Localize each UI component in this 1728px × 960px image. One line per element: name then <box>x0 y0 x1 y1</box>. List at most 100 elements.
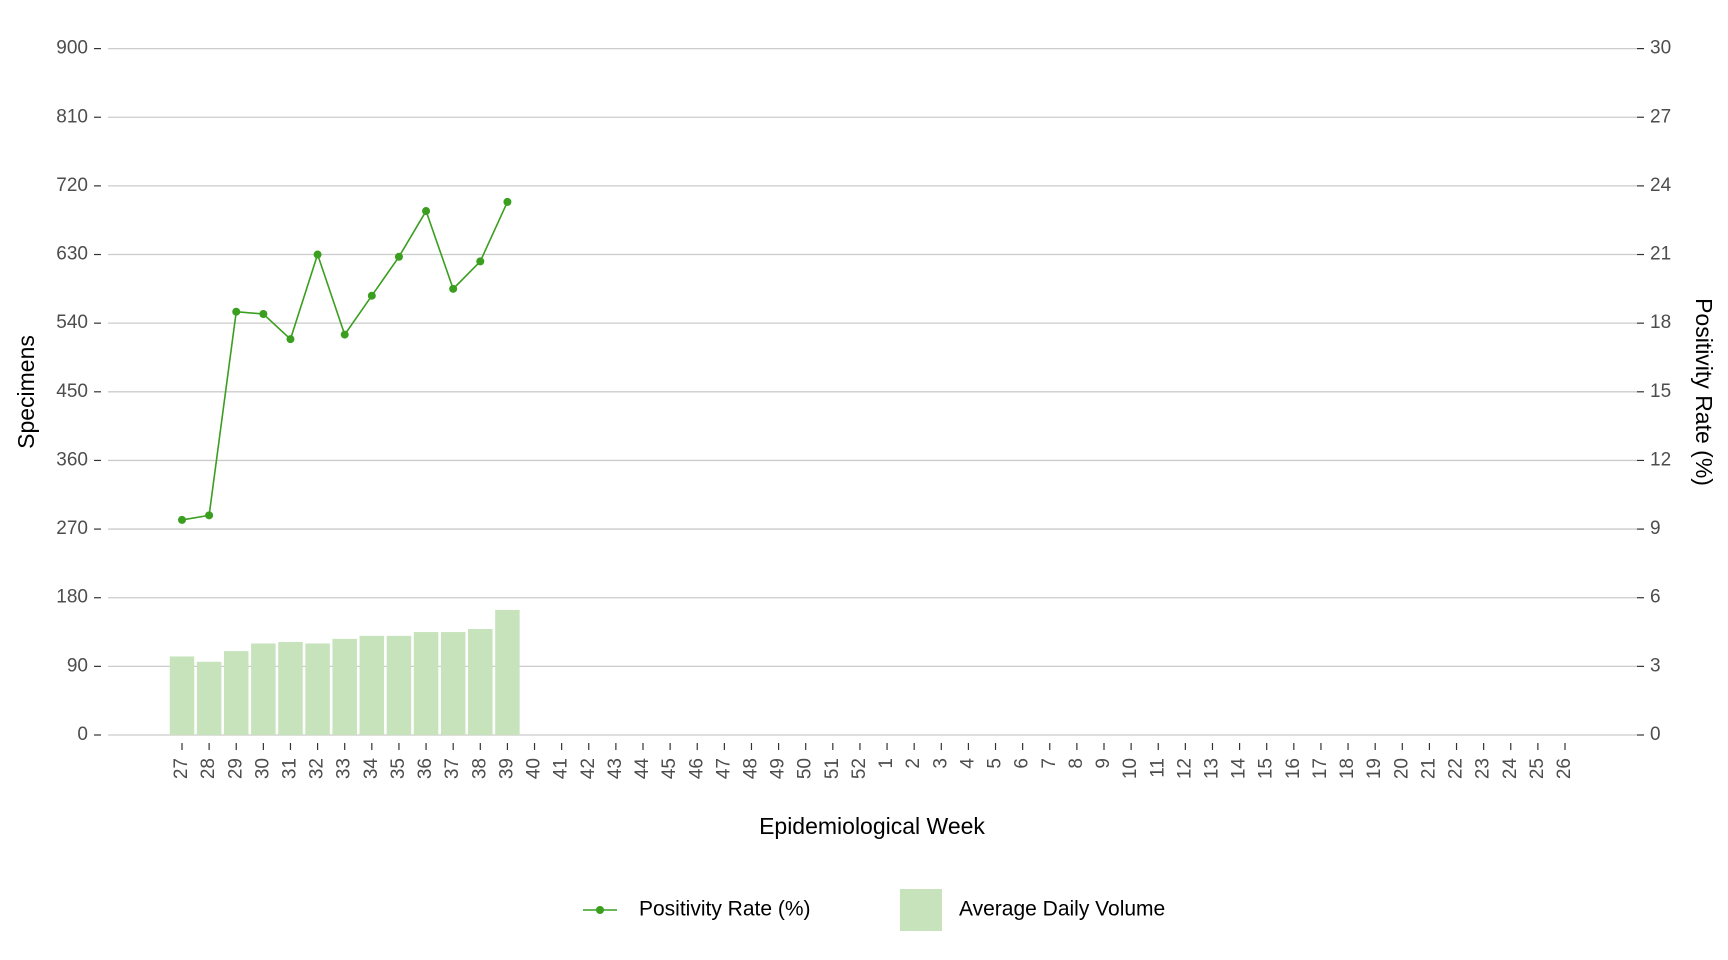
x-tick-label: 23 <box>1473 758 1494 779</box>
y-tick-label: 900 <box>56 38 88 59</box>
point <box>367 291 376 300</box>
point <box>178 515 186 524</box>
x-tick-label: 47 <box>713 758 734 779</box>
legend-label: Positivity Rate (%) <box>639 898 811 921</box>
x-tick-label: 14 <box>1229 758 1250 780</box>
x-tick-label: 15 <box>1256 758 1277 779</box>
y-tick-label: 630 <box>56 244 88 265</box>
y2-tick-label: 12 <box>1650 449 1671 470</box>
x-tick-label: 37 <box>442 758 463 779</box>
bar <box>169 656 195 735</box>
x-tick-label: 2 <box>903 758 924 769</box>
x-tick-label: 6 <box>1012 758 1033 769</box>
x-tick-label: 18 <box>1337 758 1358 779</box>
bar <box>468 628 493 735</box>
x-axis-title: Epidemiological Week <box>759 813 985 839</box>
bar <box>332 638 357 735</box>
y2-tick-label: 6 <box>1650 587 1661 608</box>
y-tick-label: 540 <box>56 312 88 333</box>
x-tick-label: 38 <box>469 758 490 779</box>
x-tick-label: 27 <box>171 758 192 779</box>
x-tick-label: 17 <box>1310 758 1331 779</box>
x-tick-label: 11 <box>1147 758 1168 778</box>
x-tick-label: 41 <box>551 758 572 779</box>
y-tick-label: 90 <box>67 655 88 676</box>
x-tick-label: 45 <box>659 758 680 779</box>
bar <box>305 643 330 735</box>
x-tick-label: 52 <box>849 758 870 779</box>
bar <box>278 641 303 735</box>
x-tick-label: 33 <box>334 758 355 779</box>
y2-tick-label: 15 <box>1650 381 1671 402</box>
y-tick-label: 270 <box>56 518 88 539</box>
x-tick-label: 50 <box>795 758 816 779</box>
x-tick-label: 36 <box>415 758 436 779</box>
x-tick-label: 49 <box>768 758 789 779</box>
x-tick-label: 39 <box>496 758 517 779</box>
point <box>259 310 268 319</box>
x-tick-label: 12 <box>1174 758 1195 779</box>
x-tick-label: 21 <box>1418 758 1439 779</box>
y2-tick-label: 21 <box>1650 244 1671 265</box>
x-tick-label: 3 <box>930 758 951 769</box>
x-tick-label: 31 <box>279 758 300 779</box>
x-tick-label: 30 <box>252 758 273 779</box>
bar <box>495 609 520 735</box>
x-tick-label: 1 <box>876 758 897 769</box>
x-tick-label: 43 <box>605 758 626 779</box>
y2-tick-label: 30 <box>1650 38 1671 59</box>
y2-tick-label: 3 <box>1650 655 1661 676</box>
legend-point <box>596 906 604 914</box>
y2-tick-label: 0 <box>1650 724 1661 745</box>
y2-tick-label: 24 <box>1650 175 1672 196</box>
x-tick-label: 42 <box>578 758 599 779</box>
y2-axis-title: Positivity Rate (%) <box>1691 298 1717 486</box>
legend-swatch <box>900 889 942 931</box>
x-tick-label: 35 <box>388 758 409 779</box>
x-tick-label: 28 <box>198 758 219 779</box>
point <box>422 207 431 216</box>
x-tick-label: 13 <box>1201 758 1222 779</box>
x-tick-label: 51 <box>822 758 843 779</box>
x-tick-label: 25 <box>1527 758 1548 779</box>
x-tick-label: 7 <box>1039 758 1060 769</box>
y-axis-title: Specimens <box>13 335 39 449</box>
x-tick-label: 34 <box>361 758 382 780</box>
x-tick-label: 22 <box>1446 758 1467 779</box>
x-tick-label: 4 <box>957 758 978 769</box>
y-tick-label: 810 <box>56 106 88 127</box>
point <box>340 330 349 339</box>
y-tick-label: 450 <box>56 381 88 402</box>
y2-tick-label: 18 <box>1650 312 1671 333</box>
y2-tick-label: 9 <box>1650 518 1661 539</box>
y2-tick-label: 27 <box>1650 106 1671 127</box>
point <box>286 335 295 344</box>
x-tick-label: 19 <box>1364 758 1385 779</box>
line <box>181 201 509 521</box>
x-tick-label: 10 <box>1120 758 1141 779</box>
point <box>394 252 403 261</box>
bar <box>223 651 249 735</box>
bar <box>196 661 222 735</box>
x-tick-label: 8 <box>1066 758 1087 769</box>
x-tick-label: 20 <box>1391 758 1412 779</box>
x-tick-label: 44 <box>632 758 653 780</box>
y-tick-label: 180 <box>56 587 88 608</box>
point <box>313 250 322 259</box>
bar <box>251 643 276 735</box>
point <box>503 197 512 206</box>
x-tick-label: 46 <box>686 758 707 779</box>
x-tick-label: 29 <box>225 758 246 779</box>
point <box>205 511 214 520</box>
y-tick-label: 720 <box>56 175 88 196</box>
x-tick-label: 32 <box>307 758 328 779</box>
point <box>476 257 485 266</box>
bar <box>386 635 412 735</box>
x-tick-label: 24 <box>1500 758 1521 780</box>
bar <box>359 635 385 735</box>
x-tick-label: 5 <box>985 758 1006 769</box>
y-tick-label: 360 <box>56 449 88 470</box>
x-tick-label: 9 <box>1093 758 1114 769</box>
x-tick-label: 48 <box>740 758 761 779</box>
